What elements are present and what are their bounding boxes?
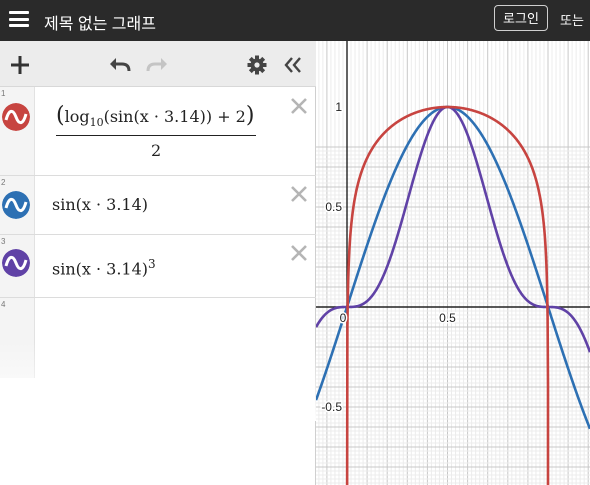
log-base: 10 — [89, 116, 104, 130]
gear-icon[interactable] — [247, 55, 267, 75]
expression-toolbar — [0, 41, 316, 87]
close-paren: ) — [245, 103, 255, 128]
graph-canvas[interactable]: 0 0.5 1 0.5 -0.5 — [316, 41, 590, 485]
expression-index: 2 — [1, 178, 6, 187]
y-tick-label: -0.5 — [321, 400, 342, 414]
close-icon[interactable] — [290, 244, 308, 262]
open-paren: ( — [56, 103, 65, 128]
top-bar: 제목 없는 그래프 로그인 또는 — [0, 0, 590, 41]
wave-icon[interactable] — [2, 103, 30, 131]
undo-icon[interactable] — [109, 56, 131, 72]
x-tick-label: 0.5 — [439, 311, 456, 325]
y-tick-label: 1 — [335, 100, 342, 114]
expression-row-2[interactable]: 2 sin(x · 3.14) — [0, 176, 316, 235]
expression-panel: 1 (log10(sin(x · 3.14)) + 2) 2 — [0, 41, 316, 485]
expression-gutter: 1 — [0, 87, 35, 175]
redo-icon[interactable] — [146, 56, 168, 72]
wave-icon[interactable] — [2, 249, 30, 277]
log-argument: (sin(x · 3.14)) + 2 — [103, 107, 246, 126]
panel-fade — [0, 341, 316, 421]
expression-3-exponent: 3 — [148, 257, 156, 271]
close-icon[interactable] — [290, 97, 308, 115]
expression-3-base: sin(x · 3.14) — [52, 259, 149, 279]
hamburger-menu-icon[interactable] — [9, 11, 29, 27]
curve-log — [345, 105, 550, 485]
double-chevron-left-icon[interactable] — [283, 56, 303, 74]
wave-icon[interactable] — [2, 191, 30, 219]
curve-sin-cubed — [316, 105, 590, 353]
log-function: log — [64, 107, 90, 126]
expression-row-1[interactable]: 1 (log10(sin(x · 3.14)) + 2) 2 — [0, 87, 316, 176]
expression-row-3[interactable]: 3 sin(x · 3.14)3 — [0, 235, 316, 298]
expression-3-formula[interactable]: sin(x · 3.14)3 — [52, 257, 156, 278]
y-tick-label: 0.5 — [325, 200, 342, 214]
expression-gutter: 2 — [0, 176, 35, 234]
expression-gutter: 3 — [0, 235, 35, 297]
expression-1-formula[interactable]: (log10(sin(x · 3.14)) + 2) 2 — [56, 103, 261, 163]
fraction-bar — [56, 135, 256, 136]
login-button[interactable]: 로그인 — [494, 5, 548, 31]
close-icon[interactable] — [290, 185, 308, 203]
or-link[interactable]: 또는 — [560, 13, 584, 28]
expression-2-formula[interactable]: sin(x · 3.14) — [52, 195, 149, 214]
expression-list: 1 (log10(sin(x · 3.14)) + 2) 2 — [0, 87, 316, 378]
denominator: 2 — [151, 141, 162, 160]
x-tick-label: 0 — [340, 311, 347, 325]
expression-index: 1 — [1, 89, 6, 98]
graph-title[interactable]: 제목 없는 그래프 — [44, 16, 156, 33]
plus-icon[interactable] — [11, 56, 29, 74]
expression-index: 4 — [1, 300, 6, 309]
expression-index: 3 — [1, 237, 6, 246]
